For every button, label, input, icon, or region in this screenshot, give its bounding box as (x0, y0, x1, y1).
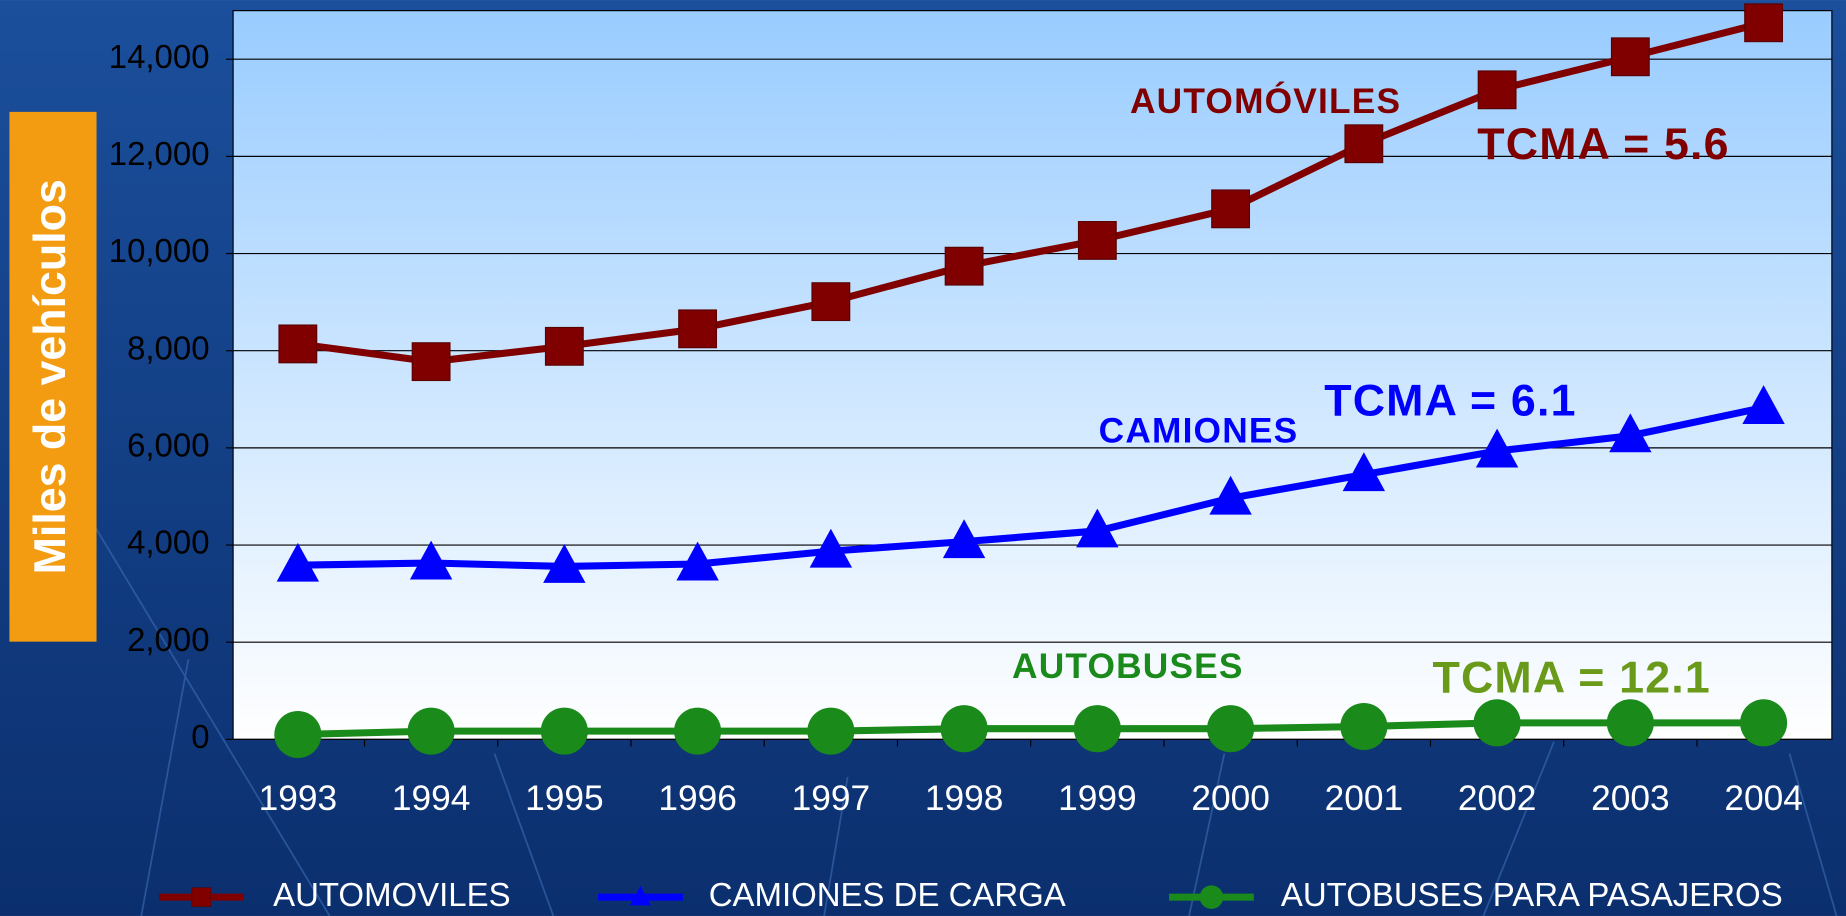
x-tick-label: 1997 (792, 779, 871, 818)
y-axis-label: Miles de vehículos (26, 179, 75, 574)
marker (543, 544, 586, 583)
marker (1077, 221, 1117, 260)
marker (676, 541, 719, 581)
marker (1609, 413, 1652, 453)
marker (1342, 452, 1386, 492)
x-tick-label: 2004 (1724, 779, 1803, 818)
y-tick-label: 10,000 (109, 232, 210, 269)
y-tick-label: 4,000 (127, 524, 209, 561)
marker (807, 707, 855, 755)
marker (1209, 475, 1252, 515)
x-tick-label: 2000 (1191, 779, 1270, 818)
legend-label: AUTOMOVILES (273, 876, 510, 913)
marker (1211, 189, 1251, 229)
marker (1073, 705, 1121, 753)
x-tick-label: 2003 (1591, 779, 1670, 818)
annotation: AUTOMÓVILES (1130, 81, 1401, 121)
legend-label: CAMIONES DE CARGA (709, 876, 1066, 913)
annotation: AUTOBUSES (1012, 647, 1244, 686)
annotation: TCMA = 5.6 (1477, 120, 1729, 169)
legend-marker (629, 885, 652, 906)
x-tick-label: 1994 (392, 779, 471, 818)
marker (1076, 508, 1119, 548)
y-tick-label: 0 (191, 718, 209, 755)
x-tick-label: 1995 (525, 779, 604, 818)
x-tick-label: 1998 (925, 779, 1004, 818)
marker (678, 309, 718, 349)
x-tick-label: 1993 (259, 779, 338, 818)
marker (1340, 702, 1388, 751)
marker (1742, 385, 1785, 425)
y-tick-label: 8,000 (127, 329, 209, 366)
marker (1344, 124, 1384, 164)
marker (1473, 699, 1521, 747)
marker (540, 707, 588, 755)
marker (1475, 428, 1519, 468)
x-tick-label: 1996 (658, 779, 737, 818)
plot-area (232, 10, 1833, 740)
marker (1610, 37, 1650, 77)
legend-marker (191, 887, 212, 907)
marker (674, 707, 722, 755)
x-tick-label: 2002 (1458, 779, 1537, 818)
marker (274, 710, 322, 759)
series-line (297, 19, 1765, 366)
series-line (297, 404, 1765, 570)
legend-marker (1199, 885, 1224, 909)
annotation: CAMIONES (1099, 412, 1299, 451)
marker (1606, 699, 1654, 747)
marker (1207, 705, 1255, 753)
legend-label: AUTOBUSES PARA PASAJEROS (1281, 876, 1783, 913)
marker (276, 542, 320, 582)
marker (1740, 699, 1788, 747)
marker (409, 540, 453, 580)
marker (811, 282, 851, 322)
y-label-box (9, 111, 97, 642)
marker (942, 519, 986, 559)
x-tick-label: 1999 (1058, 779, 1137, 818)
marker (278, 324, 318, 364)
marker (809, 528, 853, 568)
annotation: TCMA = 6.1 (1324, 377, 1576, 426)
marker (1744, 3, 1784, 43)
marker (411, 342, 451, 382)
x-tick-label: 2001 (1325, 779, 1404, 818)
y-tick-label: 6,000 (127, 427, 209, 464)
marker (544, 326, 584, 366)
marker (1477, 70, 1517, 110)
y-tick-label: 14,000 (109, 38, 210, 75)
y-tick-label: 2,000 (127, 621, 209, 658)
marker (407, 707, 455, 755)
marker (940, 705, 988, 753)
annotation: TCMA = 12.1 (1432, 653, 1710, 702)
y-tick-label: 12,000 (109, 135, 210, 172)
marker (944, 246, 984, 286)
